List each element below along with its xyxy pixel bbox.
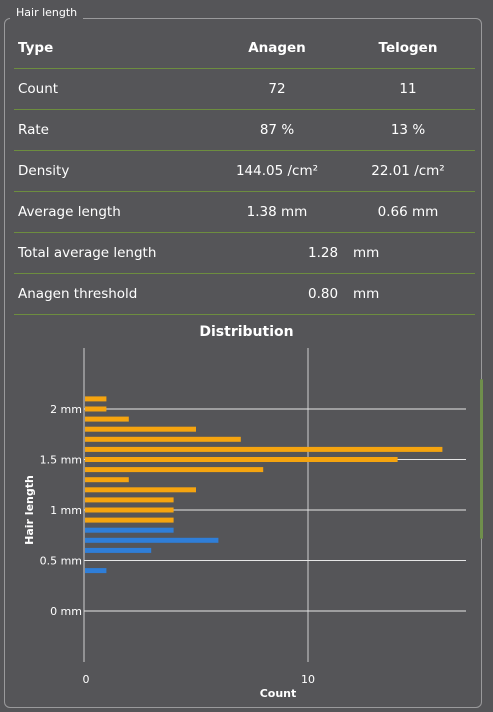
total-average-unit: mm (353, 245, 380, 261)
anagen-bar (85, 396, 107, 402)
y-tick-label: 1 mm (50, 504, 82, 517)
threshold-value: 0.80 (308, 286, 339, 302)
threshold-unit: mm (353, 286, 380, 302)
x-axis-label: Count (260, 687, 297, 700)
anagen-bar (85, 517, 174, 523)
anagen-bar (85, 487, 196, 493)
y-tick-label: 0.5 mm (40, 555, 82, 568)
table-row-average-length: Average length 1.38 mm 0.66 mm (14, 192, 475, 233)
y-tick-label: 2 mm (50, 403, 82, 416)
telogen-bar (85, 537, 219, 543)
header-type: Type (18, 40, 54, 56)
anagen-value: 72 (268, 81, 286, 97)
telogen-value: 0.66 mm (377, 204, 439, 220)
y-tick-label: 1.5 mm (40, 454, 82, 467)
anagen-bar (85, 406, 107, 412)
row-label: Anagen threshold (18, 286, 138, 302)
table-row-rate: Rate 87 % 13 % (14, 110, 475, 151)
table-row-density: Density 144.05 /cm² 22.01 /cm² (14, 151, 475, 192)
telogen-value: 11 (399, 81, 417, 97)
header-telogen: Telogen (378, 40, 438, 56)
y-axis-label: Hair length (23, 475, 36, 545)
anagen-bar (85, 416, 129, 422)
row-label: Rate (18, 122, 49, 138)
hair-length-panel (4, 18, 483, 708)
anagen-bar (85, 436, 241, 442)
chart-title: Distribution (199, 324, 294, 340)
header-anagen: Anagen (248, 40, 306, 56)
total-average-value: 1.28 (308, 245, 339, 261)
telogen-bar (85, 547, 152, 553)
stats-table: Type Anagen Telogen Count 72 11 Rate 87 … (14, 28, 475, 315)
row-label: Density (18, 163, 70, 179)
row-label: Average length (18, 204, 121, 220)
table-row-count: Count 72 11 (14, 69, 475, 110)
anagen-value: 144.05 /cm² (235, 163, 319, 179)
x-tick-label: 10 (301, 673, 315, 686)
anagen-bar (85, 497, 174, 503)
telogen-value: 13 % (390, 122, 426, 138)
y-tick-label: 0 mm (50, 605, 82, 618)
telogen-bar (85, 527, 174, 533)
telogen-bar (85, 568, 107, 574)
table-row-anagen-threshold: Anagen threshold 0.80 mm (14, 274, 475, 315)
table-row-total-average-length: Total average length 1.28 mm (14, 233, 475, 274)
table-header-row: Type Anagen Telogen (14, 28, 475, 69)
anagen-bar (85, 467, 264, 473)
row-label: Total average length (18, 245, 157, 261)
anagen-value: 1.38 mm (246, 204, 308, 220)
telogen-value: 22.01 /cm² (371, 163, 445, 179)
anagen-bar (85, 446, 443, 452)
x-tick-label: 0 (83, 673, 90, 686)
anagen-bar (85, 457, 398, 462)
row-label: Count (18, 81, 59, 97)
panel-title: Hair length (10, 6, 84, 19)
anagen-bar (85, 507, 174, 513)
anagen-bar (85, 426, 196, 432)
anagen-bar (85, 477, 129, 483)
anagen-value: 87 % (259, 122, 295, 138)
scroll-accent (480, 379, 483, 539)
